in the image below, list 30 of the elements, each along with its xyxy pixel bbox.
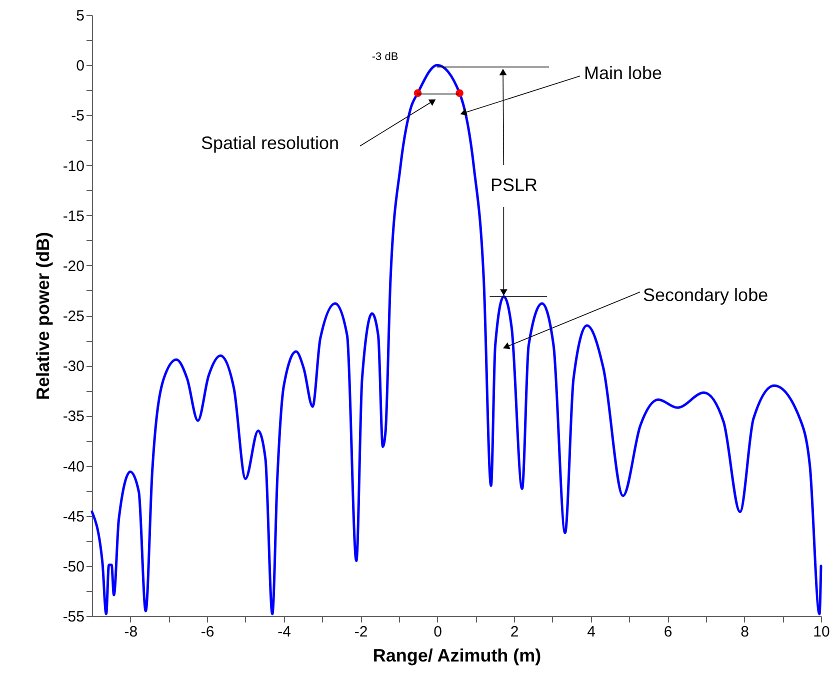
y-tick-label: 5 — [76, 8, 84, 24]
annotation: PSLR — [490, 175, 538, 195]
annotation: Secondary lobe — [643, 285, 768, 305]
x-tick-label: -8 — [124, 624, 138, 640]
x-tick-label: -4 — [278, 624, 292, 640]
annotation: Spatial resolution — [200, 133, 340, 153]
y-tick-label: -55 — [62, 608, 84, 626]
x-axis-title: Range/ Azimuth (m) — [372, 646, 542, 666]
x-tick-label: 8 — [740, 624, 749, 640]
y-tick-label: -35 — [62, 408, 84, 426]
y-tick-label: -5 — [71, 108, 84, 125]
y-tick-label: -45 — [62, 508, 84, 526]
x-tick-label: 4 — [587, 624, 596, 640]
y-tick-label: -25 — [62, 308, 84, 325]
x-tick-label: -2 — [354, 624, 368, 640]
y-tick-label: -20 — [62, 258, 84, 275]
y-tick-label: 0 — [76, 58, 84, 75]
y-tick-label: -10 — [62, 158, 84, 175]
y-tick-label: -30 — [62, 358, 84, 376]
x-tick-label: 2 — [510, 624, 519, 640]
y-axis-title: Relative power (dB) — [32, 232, 53, 400]
y-tick-label: -50 — [62, 558, 84, 576]
annotation: Main lobe — [584, 63, 662, 83]
x-tick-label: -6 — [200, 624, 214, 640]
y-tick-label: -15 — [62, 208, 84, 225]
y-tick-label: -40 — [62, 458, 84, 476]
x-tick-label: 10 — [813, 624, 830, 640]
annotation: -3 dB — [372, 51, 398, 63]
x-tick-label: 6 — [664, 624, 672, 640]
x-tick-label: 0 — [434, 624, 442, 640]
